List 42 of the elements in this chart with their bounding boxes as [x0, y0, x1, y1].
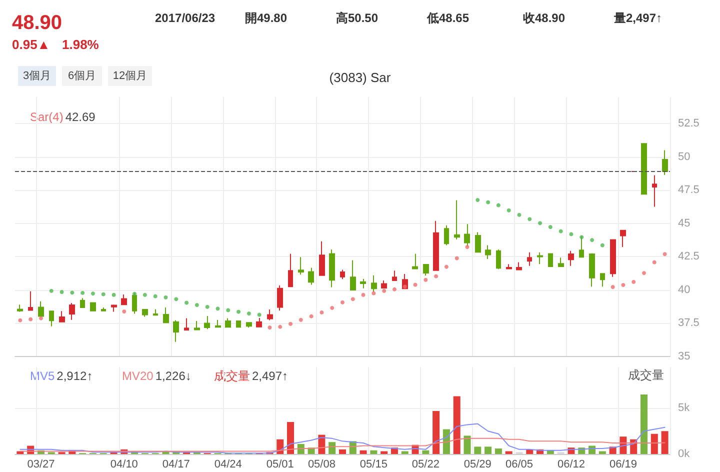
annotation: 42.69: [65, 110, 96, 124]
y-tick-label: 0k: [678, 448, 690, 460]
x-tick-label: 05/29: [464, 458, 492, 470]
text: 收48.90: [523, 10, 566, 27]
chart-title: (3083) Sar: [329, 70, 392, 85]
y-tick-label: 50: [678, 150, 690, 163]
text: 0.95▲: [12, 37, 50, 52]
y-tick-label: 37.5: [678, 317, 700, 330]
x-tick-label: 05/08: [308, 458, 336, 470]
annotation: 1,226↓: [155, 369, 192, 383]
annotation: 2,497↑: [252, 369, 288, 383]
x-tick-label: 06/05: [505, 458, 534, 470]
text: 高50.50: [336, 10, 378, 27]
x-tick-label: 05/01: [266, 458, 294, 470]
y-axis-title: 成交量: [628, 368, 664, 382]
text: 量2,497↑: [614, 10, 662, 27]
annotation: 2,912↑: [56, 369, 93, 383]
y-tick-label: 47.5: [678, 184, 700, 196]
y-tick-label: 42.5: [678, 250, 700, 263]
text: 1.98%: [62, 37, 99, 52]
y-tick-label: 45: [678, 217, 690, 230]
text: 6個月: [62, 66, 102, 86]
text: 3個月: [18, 66, 56, 86]
y-tick-label: 52.5: [678, 118, 700, 130]
x-tick-label: 05/15: [360, 458, 388, 470]
text: MV20: [122, 369, 154, 383]
x-tick-label: 06/19: [609, 458, 637, 470]
x-tick-label: 06/12: [557, 458, 585, 470]
text: MV5: [30, 369, 55, 383]
x-tick-label: 03/27: [27, 458, 55, 470]
x-tick-label: 04/10: [110, 458, 138, 470]
text: 2017/06/23: [155, 11, 216, 25]
y-tick-label: 40: [678, 284, 690, 296]
x-tick-label: 04/17: [162, 458, 190, 470]
text: 12個月: [108, 66, 152, 86]
text: 48.90: [12, 12, 62, 35]
y-tick-label: 5k: [678, 402, 690, 414]
y-tick-label: 35: [678, 350, 690, 362]
x-tick-label: 05/22: [412, 458, 440, 470]
text: 低48.65: [427, 10, 470, 27]
x-tick-label: 04/24: [214, 458, 242, 470]
text: 開49.80: [245, 10, 288, 27]
